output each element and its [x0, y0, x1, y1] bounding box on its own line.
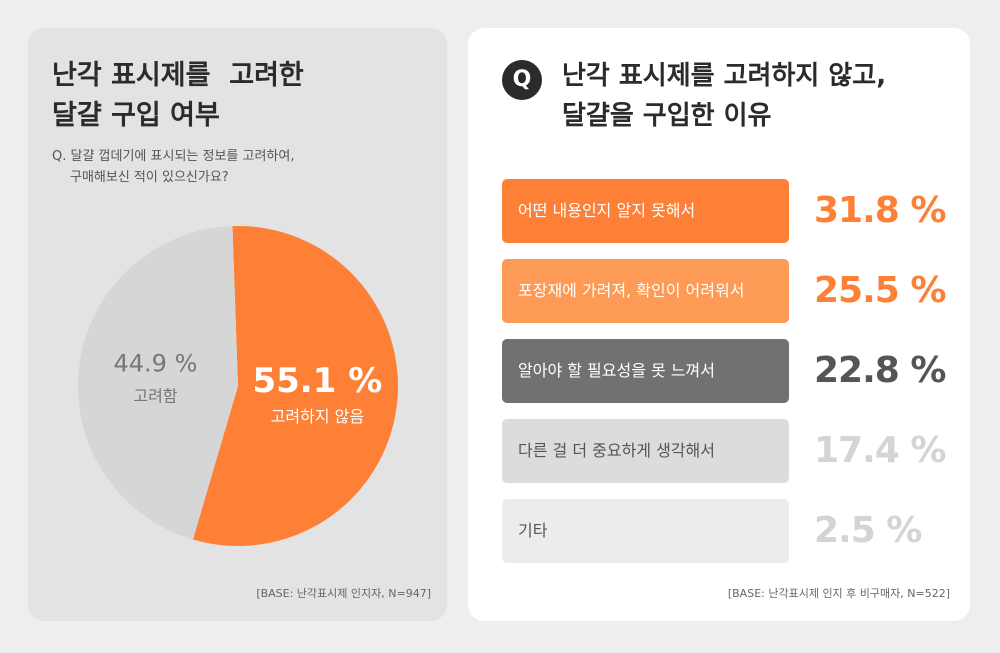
- bar-value-2: 22.8 %: [814, 350, 946, 391]
- bar-category-3: 다른 걸 더 중요하게 생각해서: [502, 419, 789, 483]
- bar-row-2: 알아야 할 필요성을 못 느껴서 22.8 %: [502, 339, 946, 403]
- bar-row-0: 어떤 내용인지 알지 못해서 31.8 %: [502, 179, 946, 243]
- left-title: 난각 표시제를 고려한 달걀 구입 여부: [52, 56, 304, 136]
- bar-value-3: 17.4 %: [814, 430, 946, 471]
- pie-slice-1: [78, 226, 238, 540]
- question-badge: Q: [502, 60, 542, 100]
- pie-value-label-0: 55.1 %: [252, 361, 382, 401]
- pie-chart: 55.1 % 고려하지 않음 44.9 % 고려함: [78, 226, 399, 546]
- survey-question-line2: 구매해보신 적이 있으신가요?: [70, 170, 229, 185]
- bar-category-2: 알아야 할 필요성을 못 느껴서: [502, 339, 789, 403]
- bar-value-1: 25.5 %: [814, 270, 946, 311]
- right-title-line2: 달걀을 구입한 이유: [562, 101, 772, 131]
- left-title-line1: 난각 표시제를 고려한: [52, 60, 304, 91]
- pie-category-label-0: 고려하지 않음: [271, 407, 364, 426]
- pie-value-label-1: 44.9 %: [114, 350, 198, 378]
- bar-row-1: 포장재에 가려져, 확인이 어려워서 25.5 %: [502, 259, 946, 323]
- left-panel: 난각 표시제를 고려한 달걀 구입 여부 Q. 달걀 껍데기에 표시되는 정보를…: [28, 28, 447, 621]
- survey-question-line1: Q. 달걀 껍데기에 표시되는 정보를 고려하여,: [52, 149, 295, 164]
- right-title: 난각 표시제를 고려하지 않고, 달걀을 구입한 이유: [562, 56, 886, 136]
- right-base-note: [BASE: 난각표시제 인지 후 비구매자, N=522]: [727, 587, 950, 600]
- pie-slice-0: [192, 226, 399, 546]
- bar-row-3: 다른 걸 더 중요하게 생각해서 17.4 %: [502, 419, 946, 483]
- bar-row-4: 기타 2.5 %: [502, 499, 942, 563]
- bar-value-4: 2.5 %: [814, 510, 922, 551]
- pie-category-label-1: 고려함: [133, 387, 177, 406]
- bar-category-0: 어떤 내용인지 알지 못해서: [502, 179, 789, 243]
- right-panel: Q 난각 표시제를 고려하지 않고, 달걀을 구입한 이유 어떤 내용인지 알지…: [468, 28, 970, 621]
- bar-category-1: 포장재에 가려져, 확인이 어려워서: [502, 259, 789, 323]
- survey-question: Q. 달걀 껍데기에 표시되는 정보를 고려하여, 구매해보신 적이 있으신가요…: [52, 146, 294, 188]
- bar-value-0: 31.8 %: [814, 190, 946, 231]
- bar-category-4: 기타: [502, 499, 789, 563]
- left-title-line2: 달걀 구입 여부: [52, 100, 220, 131]
- right-title-line1: 난각 표시제를 고려하지 않고,: [562, 61, 887, 91]
- left-base-note: [BASE: 난각표시제 인지자, N=947]: [256, 587, 431, 600]
